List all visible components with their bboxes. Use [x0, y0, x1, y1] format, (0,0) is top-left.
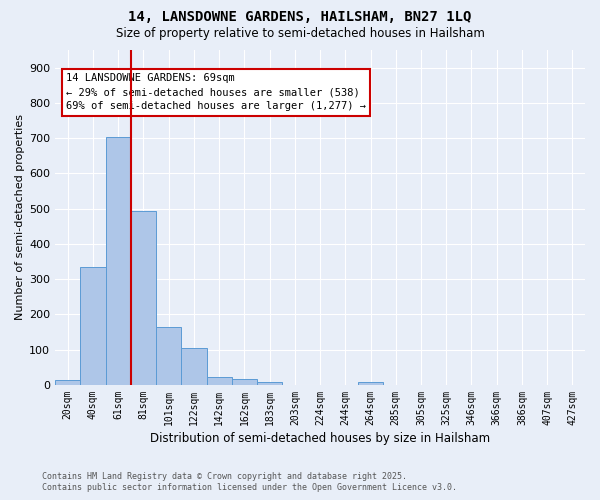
- Bar: [358, 382, 383, 385]
- Bar: [257, 382, 282, 385]
- Text: Contains HM Land Registry data © Crown copyright and database right 2025.
Contai: Contains HM Land Registry data © Crown c…: [42, 472, 457, 492]
- Bar: [55, 380, 80, 385]
- X-axis label: Distribution of semi-detached houses by size in Hailsham: Distribution of semi-detached houses by …: [150, 432, 490, 445]
- Bar: [156, 327, 181, 385]
- Bar: [232, 379, 257, 385]
- Bar: [206, 377, 232, 385]
- Bar: [80, 267, 106, 385]
- Text: Size of property relative to semi-detached houses in Hailsham: Size of property relative to semi-detach…: [116, 28, 484, 40]
- Text: 14, LANSDOWNE GARDENS, HAILSHAM, BN27 1LQ: 14, LANSDOWNE GARDENS, HAILSHAM, BN27 1L…: [128, 10, 472, 24]
- Bar: [181, 348, 206, 385]
- Text: 14 LANSDOWNE GARDENS: 69sqm
← 29% of semi-detached houses are smaller (538)
69% : 14 LANSDOWNE GARDENS: 69sqm ← 29% of sem…: [66, 74, 366, 112]
- Bar: [106, 137, 131, 385]
- Y-axis label: Number of semi-detached properties: Number of semi-detached properties: [15, 114, 25, 320]
- Bar: [131, 211, 156, 385]
